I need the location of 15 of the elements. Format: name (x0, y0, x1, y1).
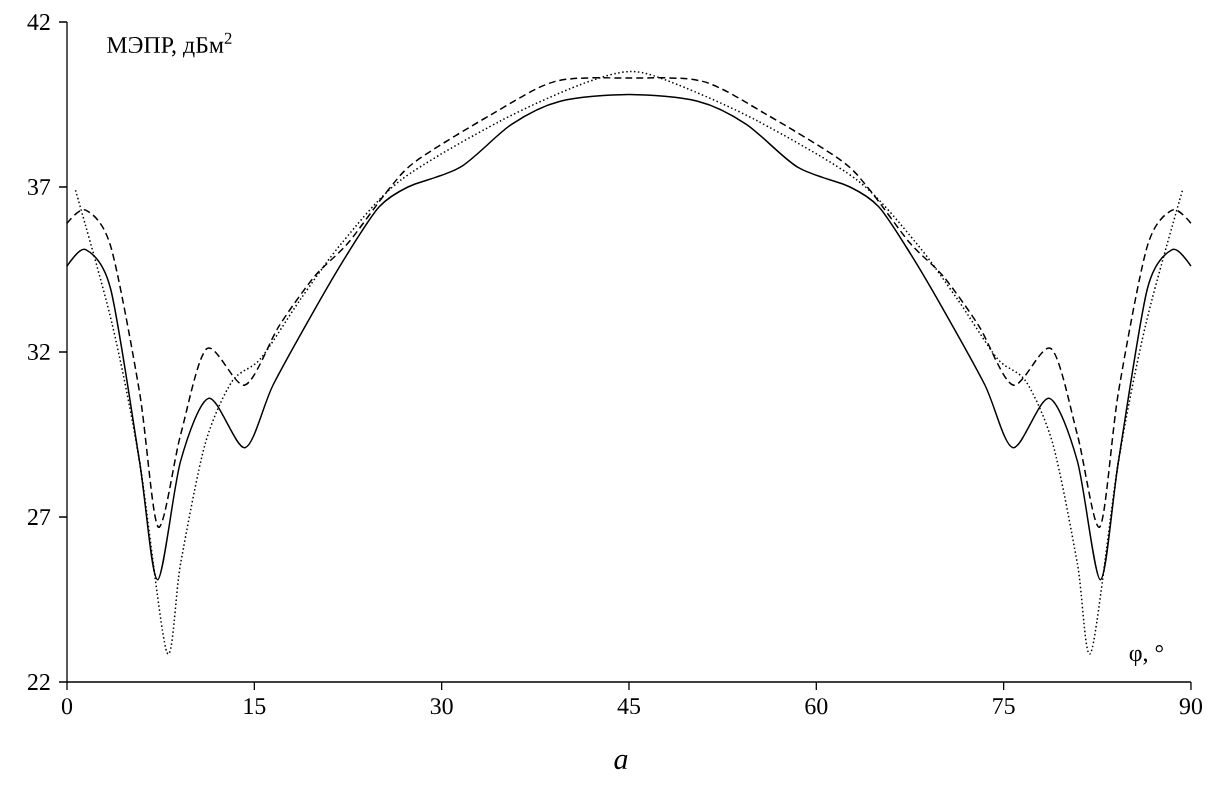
x-axis-title: φ, ° (1129, 645, 1163, 667)
x-tick-label: 30 (430, 698, 453, 715)
x-tick-label: 15 (244, 698, 266, 715)
text: а (614, 754, 628, 770)
y-tick-label: 42 (27, 14, 50, 30)
x-tick-label: 60 (805, 698, 828, 715)
y-tick-label: 37 (28, 178, 51, 196)
y-tick-label: 32 (28, 343, 50, 361)
x-tick-label: 75 (993, 698, 1015, 715)
y-axis-title: МЭПР, дБм$^{2}$ (107, 32, 232, 58)
x-tick-label: 90 (1179, 698, 1203, 715)
x-tick-label: 45 (617, 698, 640, 715)
x-tick-label: 0 (61, 698, 73, 715)
y-tick-label: 22 (27, 674, 50, 690)
y-tick-label: 27 (27, 509, 51, 525)
